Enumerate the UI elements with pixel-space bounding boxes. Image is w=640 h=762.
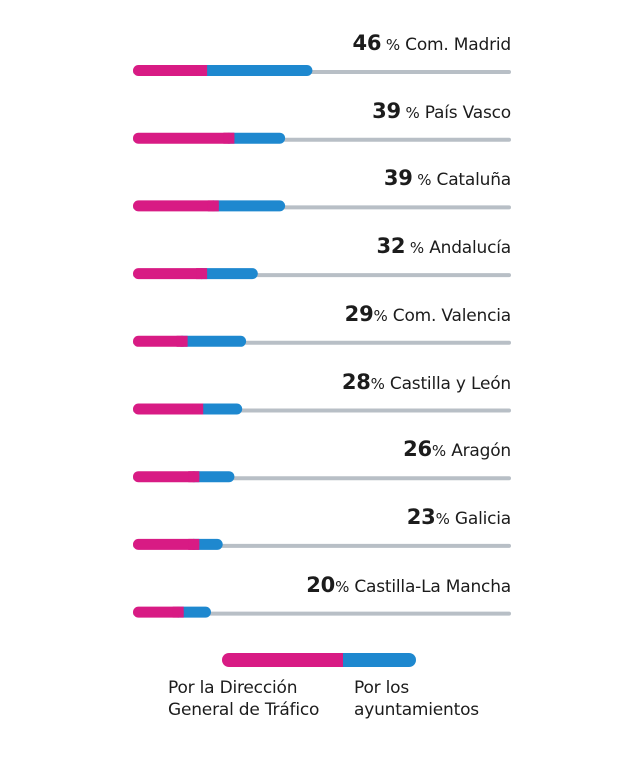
bar-segment-dgt-edge [196,65,208,76]
percent-sign: % [370,374,385,393]
percent-value: 20 [306,572,336,597]
bar-rows [133,65,511,618]
percent-sign: % [381,36,400,54]
bar-segment-dgt [133,200,219,212]
bar-segment-dgt-edge [188,538,200,550]
percent-value: 26 [403,437,432,462]
bar-segment-dgt [133,335,188,347]
percent-sign: % [431,442,446,461]
percent-value: 23 [406,504,436,529]
legend-label-ayto-line1: Por los [354,678,410,698]
bar-row [133,538,511,550]
percent-value: 28 [341,369,371,394]
data-label: 39 % Cataluña [384,165,511,191]
bar-row [133,268,511,280]
percent-sign: % [435,509,450,528]
bar-segment-dgt-edge [176,335,188,347]
percent-value: 32 [376,234,406,259]
data-label: 39 % País Vasco [372,98,511,124]
bar-segment-ayuntamientos [223,132,286,144]
bar-segment-dgt-edge [223,132,235,144]
bar-segment-ayuntamientos [176,335,247,347]
bar-row [133,606,511,618]
data-label: 29% Com. Valencia [344,301,512,327]
bar-segment-ayuntamientos [207,200,286,212]
percent-sign: % [412,171,432,190]
region-name: País Vasco [424,102,511,123]
percent-value: 39 [372,98,401,123]
bar-segment-dgt [133,65,208,76]
region-name: Castilla-La Mancha [354,576,511,597]
percent-sign: % [405,239,424,258]
bar-segment-dgt-edge [207,200,219,212]
legend-swatch-ayuntamientos [329,653,416,667]
bar-segment-dgt [133,268,208,280]
region-name: Com. Valencia [392,305,511,326]
bar-segment-ayuntamientos [196,268,258,280]
data-label: 20% Castilla-La Mancha [306,572,511,598]
data-label: 46 % Com. Madrid [353,30,512,56]
bar-track [133,543,511,548]
legend-label-ayuntamientos: Por los ayuntamientos [354,677,479,721]
bar-segment-dgt [133,132,235,144]
data-label: 28% Castilla y León [342,369,511,395]
bar-track [133,611,511,616]
bar-row [133,132,511,144]
percent-value: 29 [344,301,374,326]
region-name: Castilla y León [389,373,511,394]
percent-value: 39 [383,166,413,191]
bar-segment-ayuntamientos [192,403,243,415]
bar-row [133,200,511,212]
bar-segment-dgt [133,606,184,618]
legend-label-ayto-line2: ayuntamientos [354,700,479,720]
data-label: 32 % Andalucía [376,233,512,259]
bar-segment-dgt [133,538,200,550]
bar-segment-dgt-edge [172,606,184,618]
bar-segment-dgt [133,403,204,415]
bar-segment-dgt-edge [196,268,208,280]
bar-row [133,403,511,415]
legend-swatch-dgt-edge [329,653,343,667]
region-name: Aragón [451,441,511,462]
bar-row [133,471,511,483]
region-name: Andalucía [429,238,511,259]
bar-segment-ayuntamientos [188,471,235,483]
legend-label-dgt: Por la Dirección General de Tráfico [168,677,319,721]
data-label: 26% Aragón [403,436,511,462]
percent-sign: % [373,306,388,325]
percent-sign: % [400,103,420,122]
legend-label-dgt-line1: Por la Dirección [168,678,298,698]
bar-row [133,65,511,76]
percent-sign: % [335,577,350,596]
bar-segment-dgt-edge [188,471,200,483]
legend-swatch-bar [222,653,416,667]
region-name: Com. Madrid [405,35,511,55]
percent-value: 46 [352,31,382,55]
region-name: Cataluña [436,170,512,191]
bar-segment-ayuntamientos [196,65,313,76]
bar-row [133,335,511,347]
legend-swatch-dgt [222,653,343,667]
bar-segment-dgt [133,471,200,483]
region-name: Galicia [454,508,511,529]
legend-label-dgt-line2: General de Tráfico [168,700,320,720]
bar-segment-dgt-edge [192,403,204,415]
data-label: 23% Galicia [407,504,511,530]
